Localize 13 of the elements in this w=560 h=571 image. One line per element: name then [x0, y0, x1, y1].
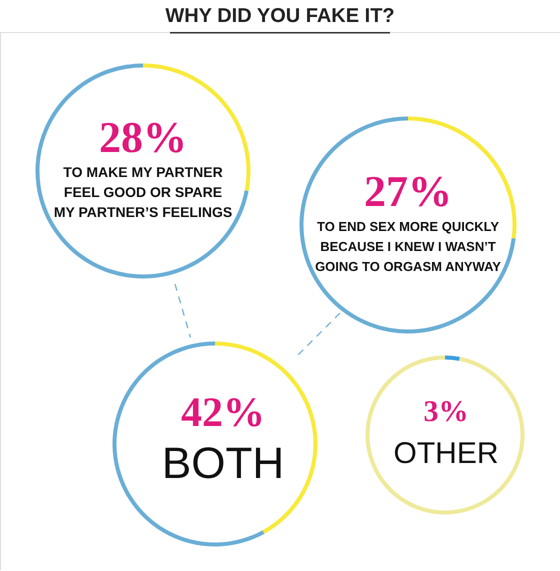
- donut-slice: [366, 356, 524, 514]
- chart-title: WHY DID YOU FAKE IT?: [165, 5, 395, 27]
- data-label: 27%: [364, 167, 452, 216]
- slice-label: TO END SEX MORE QUICKLY BECAUSE I KNEW I WASN’T GOING TO ORGASM ANYWAY: [315, 219, 502, 274]
- data-label: 3%: [424, 395, 468, 428]
- data-label: 28%: [99, 113, 187, 162]
- donut-slice: [445, 356, 460, 361]
- data-label: 42%: [181, 390, 265, 436]
- slice-label: OTHER: [394, 437, 498, 470]
- slice-label: BOTH: [162, 439, 284, 488]
- donut-slice: [36, 64, 249, 278]
- donut-slice: [300, 116, 516, 334]
- slice-label: TO MAKE MY PARTNER FEEL GOOD OR SPARE MY PARTNER’S FEELINGS: [54, 164, 232, 220]
